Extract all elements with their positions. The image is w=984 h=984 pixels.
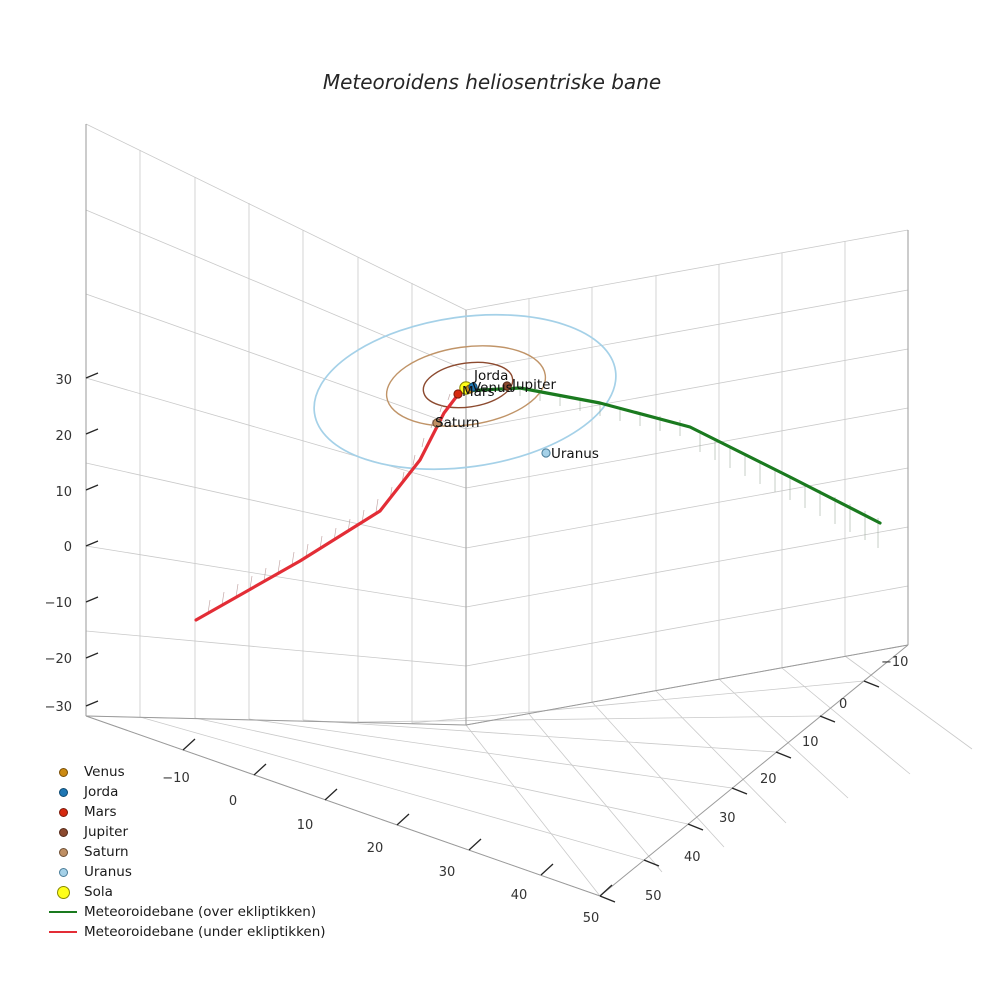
body-label-venus: Venus (472, 380, 513, 396)
sola-marker-icon (46, 885, 80, 899)
body-marker-mars[interactable] (453, 389, 463, 399)
body-label-uranus: Uranus (551, 446, 599, 462)
legend-item-over-ecliptic[interactable]: Meteoroidebane (over ekliptikken) (46, 902, 376, 922)
legend-label: Meteoroidebane (over ekliptikken) (84, 904, 317, 920)
y-tick-label: 50 (645, 889, 662, 904)
legend-item-jorda[interactable]: Jorda (46, 782, 376, 802)
z-tick-label: 30 (55, 373, 72, 388)
body-marker-jorda[interactable] (468, 382, 478, 392)
y-tick-label: 0 (839, 697, 847, 712)
axis-y: −10 0 10 20 30 40 50 (599, 655, 908, 904)
body-label-mars: Mars (462, 384, 495, 400)
z-tick-label: 0 (64, 540, 72, 555)
y-tick-label: 10 (802, 735, 819, 750)
legend: Venus Jorda Mars Jupiter Saturn (46, 762, 376, 942)
pane-right-wall (466, 230, 908, 725)
x-tick-label: 50 (583, 911, 600, 926)
axis-z: 30 20 10 0 −10 −20 −30 (45, 372, 99, 715)
body-marker-saturn[interactable] (432, 418, 442, 428)
stems-under-ecliptic (207, 393, 451, 614)
body-label-jupiter: Jupiter (511, 377, 556, 393)
y-tick-label: 20 (760, 772, 777, 787)
saturn-marker-icon (46, 847, 80, 857)
orbit-jupiter (422, 361, 514, 409)
grid-left-wall (85, 123, 467, 726)
body-label-jorda: Jorda (473, 368, 508, 384)
x-tick-label: 20 (367, 841, 384, 856)
page-title: Meteoroidens heliosentriske bane (322, 70, 662, 94)
green-line-icon (46, 911, 80, 913)
pane-left-wall (86, 124, 466, 725)
legend-label: Jupiter (84, 824, 129, 840)
x-tick-label: −10 (162, 771, 189, 786)
y-tick-label: 30 (719, 811, 736, 826)
x-tick-label: 10 (297, 818, 314, 833)
legend-label: Saturn (84, 844, 129, 860)
body-marker-jupiter[interactable] (502, 381, 512, 391)
legend-label: Jorda (84, 784, 119, 800)
pane-floor (86, 645, 908, 896)
z-tick-label: 20 (55, 429, 72, 444)
red-line-icon (46, 931, 80, 933)
jupiter-marker-icon (46, 827, 80, 837)
legend-item-saturn[interactable]: Saturn (46, 842, 376, 862)
trajectory-under-ecliptic (194, 390, 462, 622)
legend-item-uranus[interactable]: Uranus (46, 862, 376, 882)
legend-label: Sola (84, 884, 113, 900)
x-tick-label: 0 (229, 794, 237, 809)
x-tick-label: 30 (439, 865, 456, 880)
x-tick-label: 40 (511, 888, 528, 903)
orbit-saturn (385, 345, 547, 427)
legend-label: Venus (84, 764, 125, 780)
legend-label: Uranus (84, 864, 132, 880)
legend-item-venus[interactable]: Venus (46, 762, 376, 782)
body-label-saturn: Saturn (435, 415, 480, 431)
body-marker-uranus[interactable] (541, 448, 551, 458)
jorda-marker-icon (46, 787, 80, 797)
legend-label: Mars (84, 804, 117, 820)
y-tick-label: 40 (684, 850, 701, 865)
legend-item-jupiter[interactable]: Jupiter (46, 822, 376, 842)
mars-marker-icon (46, 807, 80, 817)
uranus-marker-icon (46, 867, 80, 877)
legend-item-under-ecliptic[interactable]: Meteoroidebane (under ekliptikken) (46, 922, 376, 942)
z-tick-label: −10 (45, 596, 72, 611)
stems-over-ecliptic (519, 389, 879, 548)
axis-spines (85, 124, 909, 897)
z-tick-label: 10 (55, 485, 72, 500)
venus-marker-icon (46, 767, 80, 777)
z-tick-label: −30 (45, 700, 72, 715)
y-tick-label: −10 (881, 655, 908, 670)
legend-item-mars[interactable]: Mars (46, 802, 376, 822)
legend-item-sola[interactable]: Sola (46, 882, 376, 902)
orbit-uranus (313, 313, 617, 471)
legend-label: Meteoroidebane (under ekliptikken) (84, 924, 326, 940)
axis-x: −10 0 10 20 30 40 50 (162, 738, 613, 926)
z-tick-label: −20 (45, 652, 72, 667)
